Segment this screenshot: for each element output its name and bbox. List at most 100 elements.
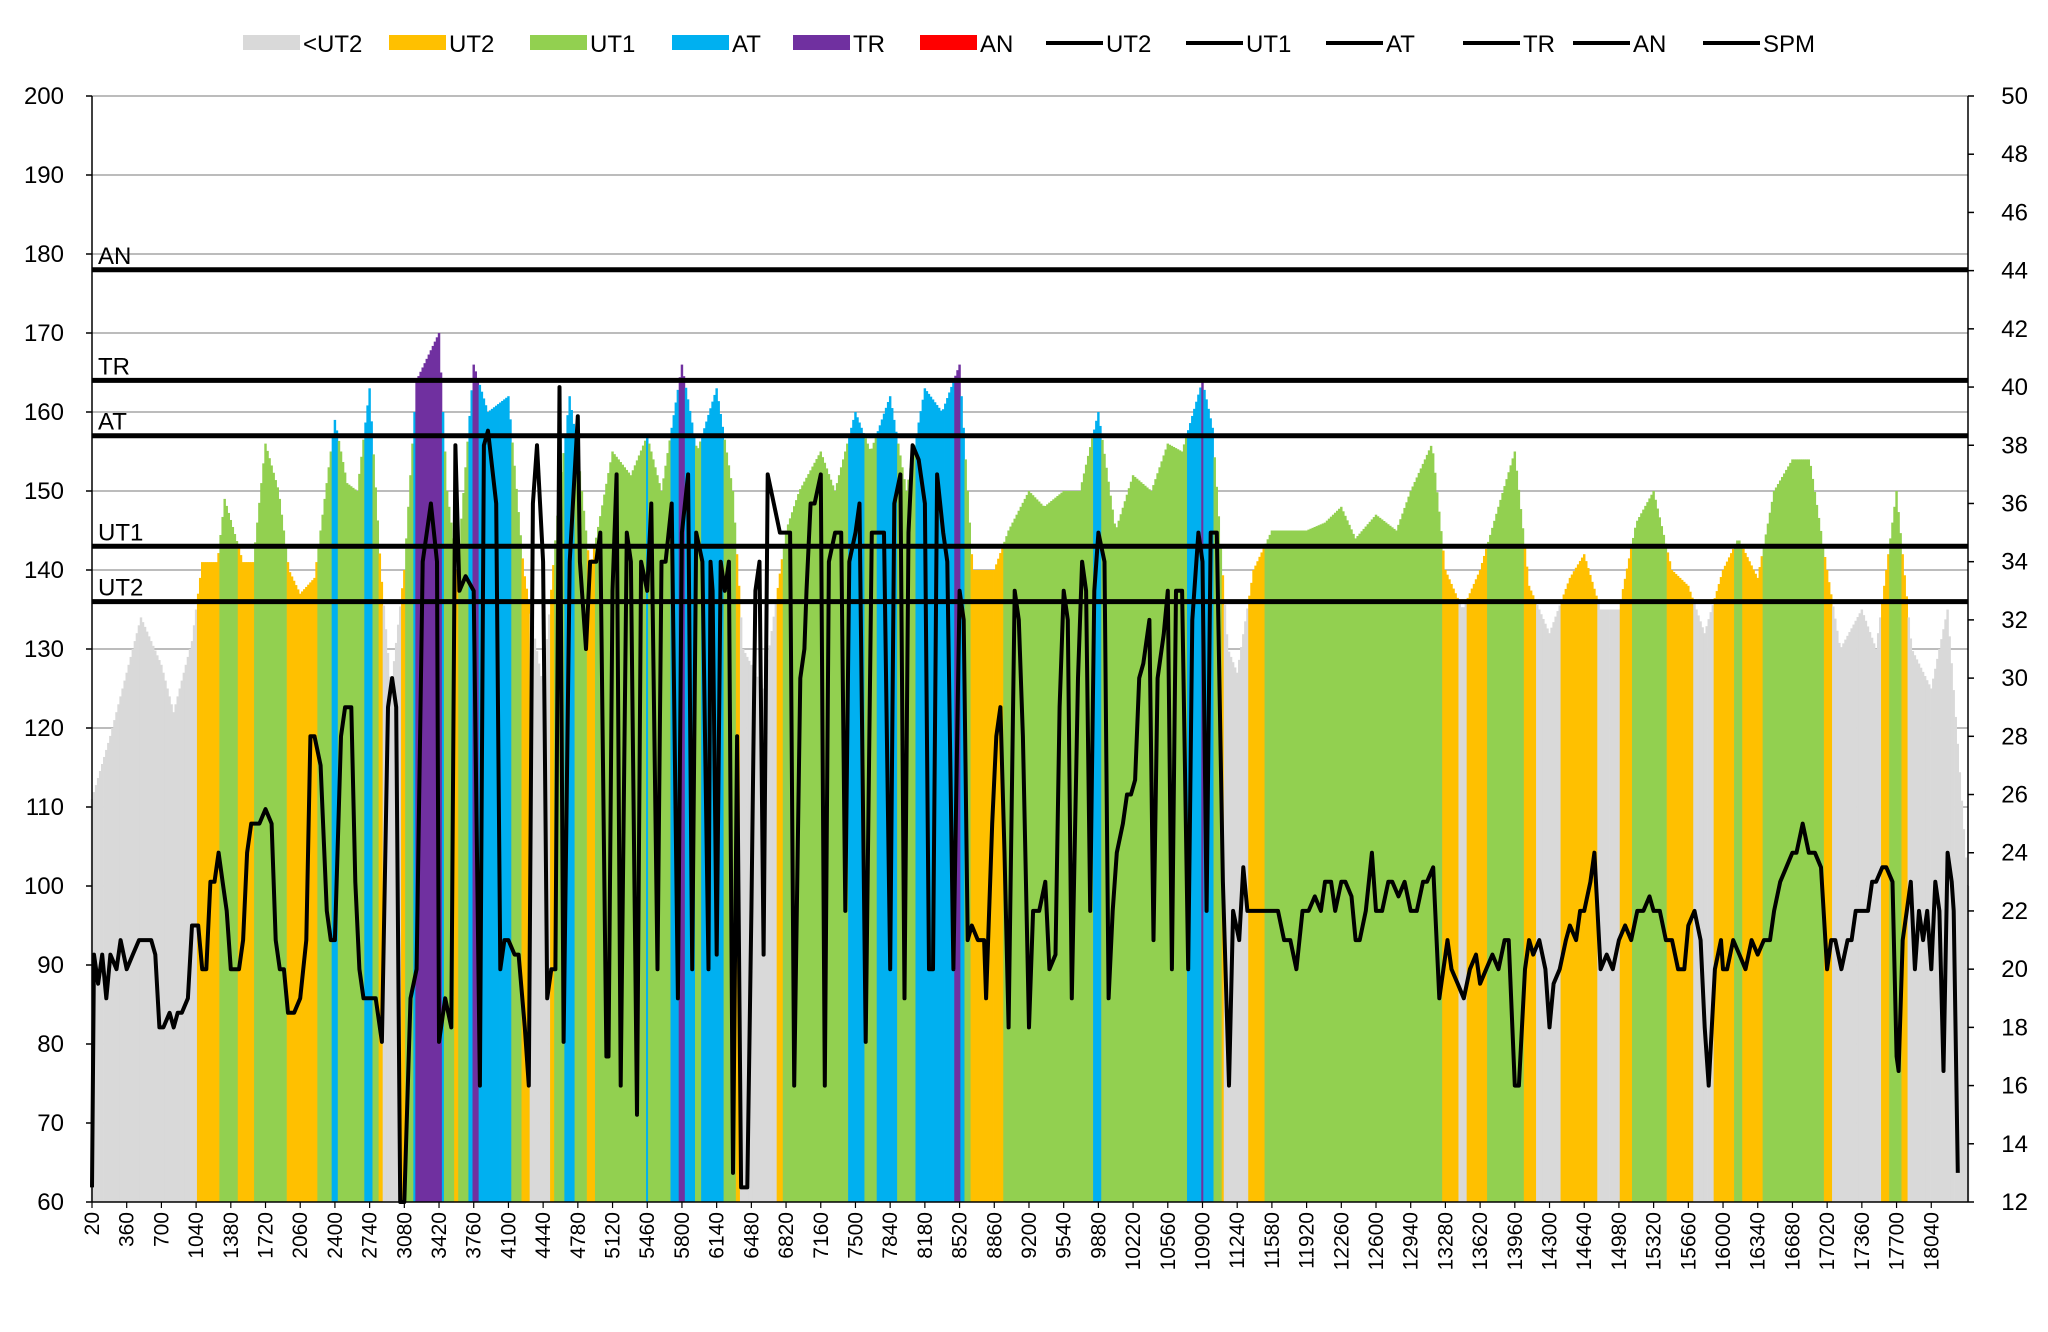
hr-bar-211 [521,558,524,1202]
hr-bar-471 [1052,499,1055,1202]
x-tick-label-40: 13620 [1469,1212,1492,1270]
hr-bar-73 [239,555,243,1202]
hr-bar-98 [290,576,294,1202]
hr-bar-886 [1899,533,1902,1202]
hr-bar-376 [858,422,861,1202]
hr-bar-788 [1699,621,1702,1202]
hr-bar-515 [1142,483,1145,1203]
hr-bar-52 [196,593,200,1202]
hr-bar-77 [247,562,251,1202]
hr-bar-771 [1664,543,1668,1202]
hr-bar-631 [1378,517,1382,1202]
hr-bar-364 [833,491,837,1202]
hr-bar-880 [1887,554,1890,1202]
hr-bar-163 [423,363,426,1202]
hr-bar-565 [1244,621,1247,1202]
hr-bar-572 [1258,556,1261,1202]
hr-bar-748 [1617,609,1621,1202]
hr-bar-903 [1934,668,1937,1202]
hr-bar-109 [313,577,316,1202]
hr-bar-724 [1568,577,1572,1202]
hr-bar-695 [1509,465,1512,1203]
hr-bar-581 [1276,530,1280,1202]
x-tick-label-5: 1720 [255,1212,278,1259]
hr-bar-44 [180,680,184,1202]
hr-bar-601 [1317,525,1321,1202]
hr-bar-875 [1876,633,1880,1202]
hr-bar-594 [1303,530,1306,1202]
hr-bar-337 [778,573,782,1202]
hr-bar-741 [1603,609,1606,1202]
hr-bar-647 [1411,486,1414,1202]
hr-bar-779 [1680,579,1684,1203]
hr-bar-853 [1832,606,1835,1202]
x-tick-label-30: 10220 [1122,1212,1145,1270]
hr-bar-29 [149,641,153,1202]
hr-bar-665 [1448,579,1451,1202]
hr-bar-311 [725,452,729,1202]
hr-bar-340 [784,530,788,1202]
hr-bar-267 [635,460,639,1202]
hr-bar-18 [127,664,130,1202]
hr-bar-61 [215,562,218,1202]
hr-bar-372 [850,427,853,1202]
right-tick-label-6: 24 [2001,840,2028,867]
left-tick-label-2: 80 [37,1031,64,1058]
hr-bar-237 [574,437,578,1202]
x-tick-label-8: 2740 [359,1212,382,1259]
hr-bar-505 [1121,507,1125,1203]
hr-bar-456 [1021,502,1025,1203]
hr-bar-756 [1634,527,1637,1202]
hr-bar-69 [231,526,235,1202]
hr-bar-512 [1135,478,1139,1203]
hr-bar-763 [1648,498,1651,1202]
x-tick-label-26: 8860 [983,1212,1006,1259]
hr-bar-579 [1272,530,1276,1202]
hr-bar-262 [625,469,629,1202]
hr-bar-910 [1948,636,1951,1202]
hr-bar-514 [1140,482,1143,1203]
right-tick-label-13: 38 [2001,432,2028,459]
hr-bar-752 [1625,568,1629,1202]
hr-bar-335 [774,602,778,1202]
hr-bar-444 [997,558,1000,1202]
hr-bar-132 [360,456,363,1202]
hr-bar-588 [1291,530,1294,1202]
hr-bar-805 [1734,544,1737,1202]
hr-bar-622 [1360,531,1363,1202]
hr-bar-513 [1137,480,1141,1203]
hr-bar-634 [1384,522,1388,1202]
hr-bar-719 [1558,605,1561,1202]
hr-bar-646 [1409,491,1412,1202]
hr-bar-477 [1064,491,1067,1202]
hr-bar-442 [993,570,996,1202]
hr-bar-422 [952,381,955,1203]
hr-bar-79 [252,562,255,1202]
legend-label-1: UT2 [449,31,494,58]
hr-bar-708 [1536,604,1539,1202]
hr-bar-181 [460,518,463,1202]
hr-bar-174 [445,491,449,1202]
x-tick-label-21: 7160 [810,1212,833,1259]
x-tick-label-38: 12940 [1400,1212,1423,1270]
x-tick-label-29: 9880 [1087,1212,1110,1259]
hr-bar-776 [1674,573,1678,1202]
hr-bar-151 [399,606,402,1202]
hr-bar-641 [1399,519,1402,1202]
hr-bar-281 [664,465,667,1203]
hr-bar-185 [468,415,471,1202]
hr-bar-388 [882,413,886,1202]
hr-bar-348 [801,485,804,1202]
hr-bar-81 [256,522,259,1202]
hr-bar-145 [386,652,390,1202]
hr-bar-204 [507,396,510,1202]
hr-bar-600 [1315,526,1319,1202]
hr-bar-599 [1313,526,1316,1202]
hr-bar-772 [1666,552,1670,1202]
hr-bar-508 [1127,488,1131,1203]
hr-bar-194 [486,412,490,1202]
hr-bar-156 [409,475,412,1202]
hr-bar-787 [1697,615,1700,1202]
hr-bar-438 [984,570,988,1202]
legend-label-9: TR [1523,31,1555,58]
